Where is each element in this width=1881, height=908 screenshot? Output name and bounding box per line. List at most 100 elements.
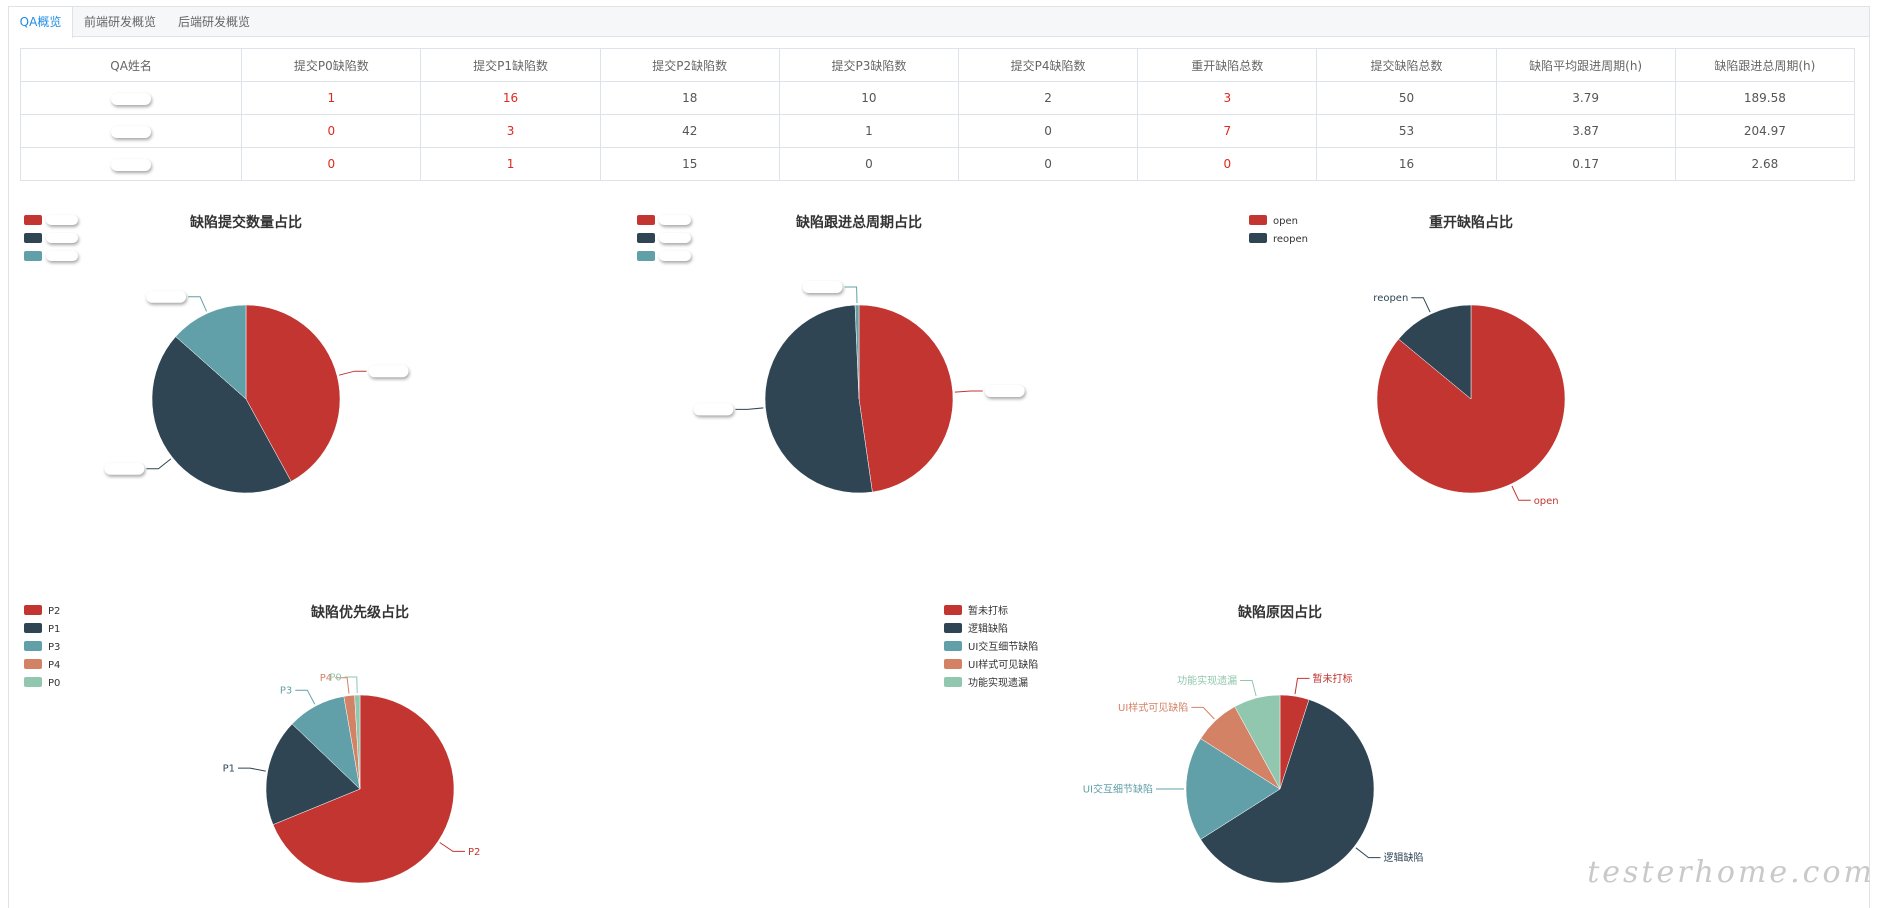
- chart-title: 重开缺陷占比: [1429, 214, 1513, 231]
- pie-slice-item-0[interactable]: [245, 304, 341, 482]
- legend-item-item-4[interactable]: 功能实现遗漏: [944, 676, 1028, 689]
- legend-item-item-3[interactable]: UI样式可见缺陷: [944, 658, 1038, 671]
- pie-slice-item-1[interactable]: [1200, 699, 1375, 884]
- chart-title: 缺陷优先级占比: [311, 604, 409, 621]
- legend-label: reopen: [1273, 234, 1308, 245]
- total-cell: 53: [1316, 114, 1497, 148]
- header-total-cycle: 缺陷跟进总周期(h): [1674, 48, 1856, 82]
- redacted-name: [111, 125, 152, 138]
- pie-slice-item-2[interactable]: [854, 304, 860, 400]
- legend-item-p1[interactable]: P1: [24, 623, 60, 635]
- label-leader-line: [146, 458, 172, 470]
- slice-redacted-label: [693, 403, 734, 416]
- pie-slice-p0[interactable]: [354, 694, 361, 790]
- pie-slice-reopen[interactable]: [1398, 304, 1472, 400]
- legend-item-p0[interactable]: P0: [24, 677, 60, 689]
- legend-swatch: [944, 605, 962, 615]
- legend-item-item-1[interactable]: 逻辑缺陷: [944, 622, 1008, 635]
- qa-name-cell: [19, 114, 243, 148]
- legend-label: open: [1273, 216, 1298, 227]
- legend-label: 功能实现遗漏: [968, 676, 1028, 689]
- legend-item-item-0[interactable]: 暂未打标: [944, 604, 1008, 617]
- pie-slice-item-1[interactable]: [151, 336, 292, 494]
- legend-label: P1: [48, 624, 60, 635]
- pie-slice-item-2[interactable]: [1185, 738, 1281, 840]
- legend-label: UI交互细节缺陷: [968, 640, 1038, 653]
- pie-slice-p2[interactable]: [272, 694, 455, 884]
- content-frame: [8, 6, 1870, 908]
- table-header-row: QA姓名 提交P0缺陷数 提交P1缺陷数 提交P2缺陷数 提交P3缺陷数 提交P…: [19, 48, 1856, 82]
- pie-slice-item-4[interactable]: [1234, 694, 1281, 790]
- pie-slice-item-2[interactable]: [175, 304, 247, 400]
- legend-label: P0: [48, 678, 60, 689]
- label-leader-line: [335, 677, 350, 694]
- p3-cell: 1: [778, 114, 959, 148]
- pie-slice-p1[interactable]: [265, 723, 361, 825]
- label-leader-line: [1240, 680, 1257, 697]
- tab-backend-overview[interactable]: 后端研发概览: [177, 15, 250, 29]
- qa-name-cell: [19, 147, 243, 181]
- legend-swatch: [1249, 233, 1267, 243]
- label-leader-line: [1294, 677, 1310, 695]
- legend-swatch: [944, 641, 962, 651]
- legend-swatch: [24, 659, 42, 669]
- header-p3: 提交P3缺陷数: [778, 48, 959, 82]
- redacted-name: [111, 158, 152, 171]
- label-leader-line: [1511, 485, 1531, 501]
- pie-slice-item-1[interactable]: [764, 304, 873, 494]
- p3-cell: 10: [778, 81, 959, 115]
- legend-item-p4[interactable]: P4: [24, 659, 60, 671]
- label-leader-line: [188, 296, 208, 312]
- legend-item-item-2[interactable]: UI交互细节缺陷: [944, 640, 1038, 653]
- p2-cell: 15: [599, 147, 780, 181]
- legend-label: UI样式可见缺陷: [968, 658, 1038, 671]
- header-qa-name: QA姓名: [19, 48, 243, 82]
- total-cycle-cell: 189.58: [1674, 81, 1856, 115]
- label-leader-line: [344, 676, 358, 694]
- label-leader-line: [844, 286, 858, 304]
- label-leader-line: [1411, 297, 1431, 313]
- total-cell: 50: [1316, 81, 1497, 115]
- legend-item-item-2[interactable]: [24, 251, 78, 261]
- legend-swatch: [24, 233, 42, 243]
- legend-swatch: [944, 677, 962, 687]
- legend-item-item-0[interactable]: [637, 215, 691, 225]
- slice-label: 逻辑缺陷: [1384, 851, 1424, 864]
- legend-item-item-2[interactable]: [637, 251, 691, 261]
- header-p0: 提交P0缺陷数: [241, 48, 422, 82]
- label-leader-line: [295, 689, 316, 705]
- legend-item-item-0[interactable]: [24, 215, 78, 225]
- legend-item-open[interactable]: open: [1249, 215, 1298, 227]
- legend-label: 逻辑缺陷: [968, 622, 1008, 635]
- label-leader-line: [1355, 847, 1381, 859]
- reopen-cell: 3: [1137, 81, 1318, 115]
- slice-redacted-label: [984, 385, 1025, 397]
- legend-item-item-1[interactable]: [24, 233, 78, 243]
- chart-title: 缺陷提交数量占比: [190, 214, 302, 231]
- legend-swatch: [24, 623, 42, 633]
- table-row: 0 3 42 1 0 7 53 3.87 204.97: [19, 114, 1856, 148]
- pie-slice-item-0[interactable]: [858, 304, 954, 493]
- tab-qa-overview[interactable]: QA概览: [9, 7, 73, 38]
- pie-slice-open[interactable]: [1376, 304, 1566, 494]
- legend-item-reopen[interactable]: reopen: [1249, 233, 1308, 245]
- qa-name-cell: [19, 81, 243, 115]
- legend-swatch: [1249, 215, 1267, 225]
- tab-frontend-overview[interactable]: 前端研发概览: [83, 15, 156, 29]
- legend-redacted-label: [46, 233, 78, 243]
- watermark: testerhome.com: [1587, 855, 1875, 890]
- legend-item-p3[interactable]: P3: [24, 641, 60, 653]
- slice-redacted-label: [146, 290, 187, 303]
- legend-item-p2[interactable]: P2: [24, 605, 60, 617]
- p4-cell: 0: [957, 147, 1139, 181]
- p3-cell: 0: [778, 147, 959, 181]
- total-cycle-cell: 2.68: [1674, 147, 1856, 181]
- legend-swatch: [24, 215, 42, 225]
- header-total: 提交缺陷总数: [1316, 48, 1497, 82]
- legend-item-item-1[interactable]: [637, 233, 691, 243]
- legend-swatch: [24, 677, 42, 687]
- chart-reopen-share: 重开缺陷占比 open reopen open reopen: [1249, 214, 1566, 507]
- header-avg-cycle: 缺陷平均跟进周期(h): [1495, 48, 1676, 82]
- table-row: 1 16 18 10 2 3 50 3.79 189.58: [19, 81, 1856, 115]
- legend-label: P2: [48, 606, 60, 617]
